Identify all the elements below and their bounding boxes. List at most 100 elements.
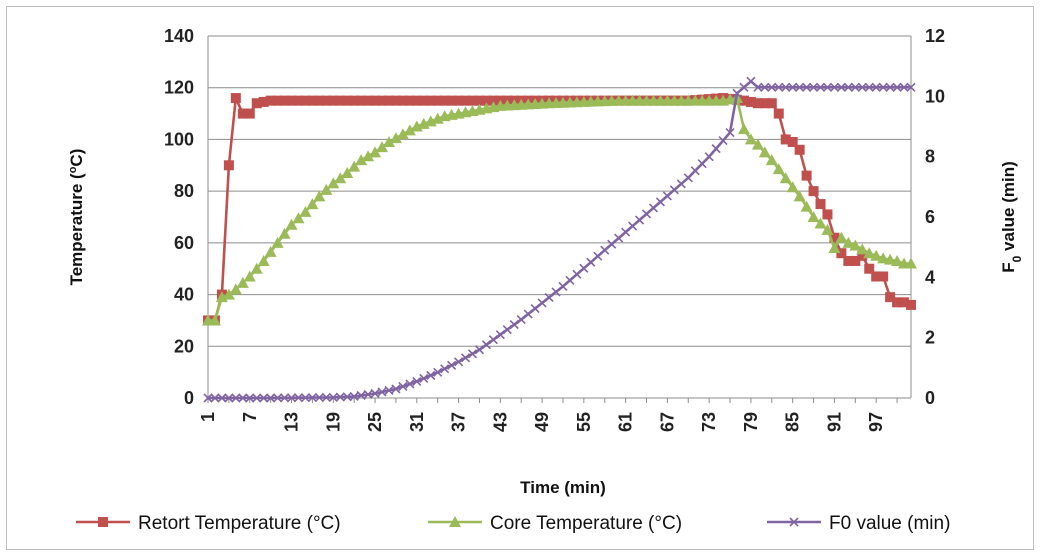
- series-layer: [202, 76, 917, 403]
- data-point-marker: [752, 98, 763, 109]
- data-point-marker: [396, 128, 409, 140]
- data-point-marker: [370, 95, 381, 106]
- data-point-marker: [300, 95, 311, 106]
- series-3: [203, 76, 916, 403]
- data-point-marker: [774, 82, 784, 92]
- data-point-marker: [808, 186, 819, 197]
- data-point-marker: [842, 236, 855, 248]
- x-tick-label: 97: [866, 412, 886, 432]
- data-point-marker: [271, 236, 284, 248]
- data-point-marker: [258, 96, 269, 107]
- y2-tick-label: 10: [925, 86, 945, 106]
- data-point-marker: [737, 123, 750, 135]
- data-point-marker: [870, 249, 883, 261]
- right-axis-ticks: 0 2 4 6 8 10 12: [925, 26, 945, 408]
- data-point-marker: [544, 292, 554, 303]
- data-point-marker: [877, 252, 890, 264]
- y-tick-label: 40: [174, 285, 194, 305]
- x-tick-label: 61: [616, 412, 636, 432]
- y-tick-label: 60: [174, 233, 194, 253]
- data-point-marker: [906, 82, 916, 92]
- legend-item-3: F0 value (min): [767, 513, 950, 534]
- data-point-marker: [252, 393, 262, 403]
- data-point-marker: [217, 393, 227, 403]
- data-point-marker: [474, 95, 485, 106]
- data-point-marker: [389, 132, 402, 144]
- data-point-marker: [849, 239, 862, 251]
- data-point-marker: [334, 172, 347, 184]
- data-point-marker: [224, 393, 234, 403]
- data-point-marker: [759, 98, 770, 109]
- data-point-marker: [828, 242, 841, 254]
- data-point-marker: [850, 82, 860, 92]
- data-point-marker: [454, 357, 464, 367]
- y2-tick-label: 12: [925, 26, 945, 46]
- data-point-marker: [419, 373, 429, 383]
- data-point-marker: [397, 95, 408, 106]
- data-point-marker: [230, 93, 241, 104]
- data-point-marker: [449, 516, 461, 527]
- data-point-marker: [814, 217, 827, 229]
- y2-axis-title: F0 value (min): [999, 161, 1024, 273]
- data-point-marker: [474, 345, 485, 355]
- x-tick-label: 49: [532, 412, 552, 432]
- data-point-marker: [203, 393, 213, 403]
- data-point-marker: [815, 82, 826, 92]
- data-point-marker: [843, 255, 854, 266]
- data-point-marker: [815, 199, 826, 210]
- data-point-marker: [236, 276, 249, 288]
- data-point-marker: [878, 271, 889, 282]
- y-tick-label: 140: [164, 26, 194, 46]
- data-point-marker: [758, 146, 771, 158]
- data-point-marker: [390, 95, 401, 106]
- data-point-marker: [808, 82, 819, 92]
- data-point-marker: [467, 349, 478, 359]
- data-point-marker: [384, 385, 394, 396]
- legend-item-2: Core Temperature (°C): [428, 513, 682, 534]
- data-point-marker: [259, 393, 269, 403]
- data-point-marker: [738, 95, 749, 106]
- legend-item-1: Retort Temperature (°C): [76, 513, 341, 534]
- data-point-marker: [857, 250, 868, 261]
- data-point-marker: [425, 95, 436, 106]
- data-point-marker: [856, 243, 869, 255]
- data-point-marker: [829, 232, 840, 243]
- x-tick-label: 91: [824, 412, 844, 432]
- data-point-marker: [272, 95, 283, 106]
- data-point-marker: [878, 82, 888, 92]
- data-point-marker: [307, 95, 318, 106]
- data-point-marker: [257, 254, 270, 266]
- data-point-marker: [906, 299, 916, 310]
- data-point-marker: [488, 95, 499, 106]
- data-point-marker: [266, 393, 276, 403]
- data-point-marker: [299, 205, 312, 217]
- data-point-marker: [418, 95, 429, 106]
- data-point-marker: [328, 95, 339, 106]
- data-point-marker: [697, 159, 707, 169]
- data-point-marker: [307, 393, 317, 403]
- y2-tick-label: 2: [925, 328, 935, 348]
- data-point-marker: [411, 95, 422, 106]
- data-point-marker: [787, 137, 798, 148]
- data-point-marker: [760, 82, 770, 92]
- data-point-marker: [843, 82, 853, 92]
- data-point-marker: [551, 287, 561, 297]
- x-tick-label: 25: [365, 412, 385, 432]
- data-point-marker: [292, 212, 305, 224]
- x-tick-label: 79: [741, 412, 761, 432]
- data-point-marker: [829, 82, 840, 92]
- data-point-marker: [223, 160, 234, 171]
- x-tick-label: 55: [574, 412, 594, 432]
- data-point-marker: [767, 82, 777, 92]
- data-point-marker: [341, 167, 354, 179]
- data-point-marker: [704, 152, 714, 162]
- legend-label: Core Temperature (°C): [490, 513, 682, 534]
- data-point-marker: [864, 263, 875, 274]
- data-point-marker: [405, 379, 415, 389]
- data-point-marker: [523, 309, 533, 319]
- data-point-marker: [238, 393, 248, 403]
- data-point-marker: [382, 136, 395, 148]
- data-point-marker: [772, 163, 785, 175]
- data-point-marker: [864, 82, 874, 92]
- data-point-marker: [899, 297, 910, 308]
